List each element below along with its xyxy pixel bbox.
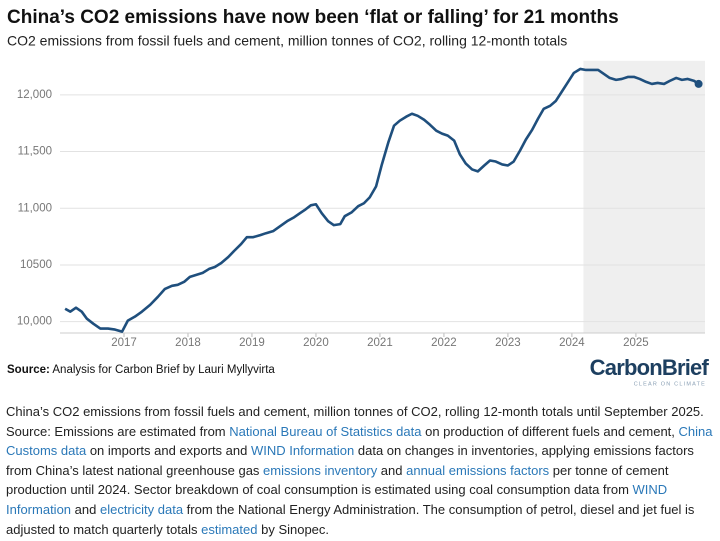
y-tick-label: 11,500 (18, 146, 52, 158)
caption-link[interactable]: China Customs data (6, 423, 713, 459)
caption-text: by Sinopec. (257, 521, 330, 537)
x-tick-label: 2020 (303, 337, 329, 349)
caption-link[interactable]: WIND Information (6, 482, 668, 517)
y-tick-label: 10,000 (17, 316, 52, 328)
caption-text: and (377, 462, 407, 478)
x-tick-label: 2017 (111, 337, 137, 349)
caption-text: per tonne of cement production until 202… (6, 462, 669, 498)
caption-text: on production of different fuels and cem… (421, 423, 679, 439)
x-tick-label: 2021 (367, 337, 393, 349)
caption-text: and (71, 501, 100, 517)
caption-link[interactable]: emissions inventory (263, 462, 378, 478)
x-tick-label: 2023 (495, 337, 521, 349)
logo-word: Carbon (590, 355, 663, 380)
chart-subtitle: CO2 emissions from fossil fuels and ceme… (7, 33, 567, 49)
logo-word: Brief (662, 355, 710, 380)
caption-text: data on changes in inventories, applying… (6, 443, 694, 478)
x-tick-label: 2018 (175, 337, 201, 349)
x-tick-label: 2025 (623, 337, 649, 349)
source: Source: Analysis for Carbon Brief by Lau… (7, 364, 275, 376)
x-tick-label: 2019 (239, 337, 265, 349)
x-tick-label: 2024 (559, 337, 585, 349)
caption-text: from the National Energy Administration.… (6, 501, 695, 537)
chart: China’s CO2 emissions have now been ‘fla… (7, 7, 710, 387)
highlight-region (583, 60, 705, 334)
logo: CarbonBrief (590, 355, 710, 380)
logo-tagline: CLEAR ON CLIMATE (634, 381, 706, 387)
caption-link[interactable]: annual emissions factors (406, 462, 550, 478)
caption-link[interactable]: electricity data (99, 501, 184, 517)
chart-title: China’s CO2 emissions have now been ‘fla… (7, 7, 619, 28)
plot-area: 10,000 10500 11,000 11,500 12,000 2017 2018 201… (17, 60, 705, 349)
y-tick-label: 10500 (20, 259, 52, 271)
caption-text: on imports and exports and (86, 443, 251, 459)
line-series (64, 67, 700, 333)
y-tick-label: 12,000 (17, 89, 52, 101)
caption-link[interactable]: National Bureau of Statistics data (229, 423, 422, 439)
source-text: Analysis for Carbon Brief by Lauri Mylly… (52, 364, 275, 376)
end-marker (694, 79, 703, 88)
caption: China’s CO2 emissions from fossil fuels … (6, 402, 716, 539)
caption-link[interactable]: WIND Information (250, 443, 355, 459)
y-tick-label: 11,000 (18, 202, 52, 214)
x-tick-label: 2022 (431, 337, 457, 349)
caption-link[interactable]: estimated (201, 521, 258, 537)
source-label: Source: (7, 364, 50, 376)
caption-text: China’s CO2 emissions from fossil fuels … (6, 404, 704, 439)
